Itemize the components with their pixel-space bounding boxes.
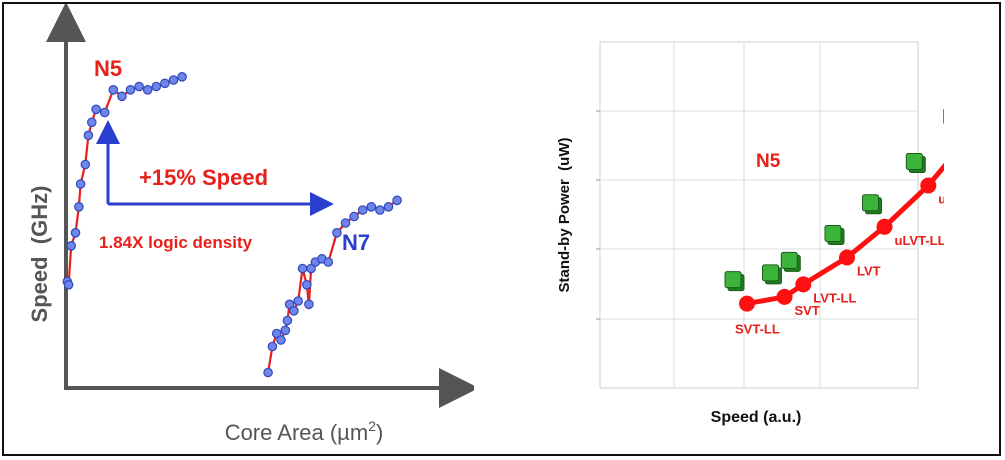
n7-data-point [357, 205, 368, 215]
n5-data-point [168, 75, 179, 85]
n5-data-point [66, 241, 76, 251]
x-axis-label: Speed (a.u.) [711, 409, 802, 426]
n5-data-point [108, 85, 119, 95]
vt-data-point [739, 295, 755, 312]
n5-data-point [117, 91, 127, 102]
n5-data-point [74, 202, 84, 212]
vt-data-point [795, 276, 812, 293]
n5-data-point [75, 179, 86, 189]
x-axis-label: Core Area (µm2) [225, 418, 384, 445]
n7-data-point [366, 202, 377, 212]
series-label-n5: N5 [94, 56, 122, 81]
grid-lines [596, 42, 918, 388]
n5-data-point [142, 85, 153, 95]
n7-data-point [323, 257, 334, 267]
n7-data-point [349, 211, 359, 222]
speed-vs-area-marks [62, 72, 402, 378]
n5-data-point [177, 72, 187, 82]
n7-data-point [280, 325, 291, 336]
n7-data-point [375, 205, 385, 215]
vt-data-point [876, 218, 893, 235]
vt-data-point [776, 288, 793, 305]
n5-data-point [80, 159, 91, 170]
series-annotation-n5: N5 [756, 151, 781, 172]
n7-data-point [276, 335, 286, 345]
power-vs-speed-chart: Stand-by Power (uW) Speed (a.u.) N5 SVT-… [556, 41, 945, 426]
y-axis-label: Stand-by Power (uW) [556, 138, 573, 293]
plot-area [599, 41, 919, 389]
x-axis-label-close: ) [376, 420, 383, 445]
measured-cell-marker [862, 194, 879, 212]
measured-cell-marker [780, 251, 798, 269]
n7-data-point [340, 218, 351, 228]
measured-cell-marker [824, 225, 842, 242]
n7-data-point [284, 299, 295, 310]
n7-data-point [301, 279, 312, 290]
y-axis-label: Speed (GHz) [27, 186, 52, 323]
n7-data-point [293, 296, 303, 306]
n5-data-point [91, 104, 101, 115]
n5-data-point [151, 81, 162, 92]
n7-dotted-fit [267, 199, 398, 373]
n5-data-point [83, 130, 94, 141]
n5-data-point [160, 78, 170, 89]
n7-data-point [263, 367, 273, 378]
n5-data-point [63, 279, 74, 290]
n5-data-point [125, 85, 136, 95]
series-label-n7: N7 [342, 230, 370, 255]
n7-data-point [271, 328, 282, 339]
measured-cell-marker [905, 153, 923, 170]
n7-data-point [267, 341, 278, 352]
vt-label: uLVT [938, 192, 944, 207]
n7-data-point [392, 195, 402, 206]
n7-data-point [289, 305, 299, 316]
n7-data-point [306, 263, 316, 274]
n5-data-point [99, 107, 110, 118]
measured-cell-marker [724, 271, 742, 289]
speed-vs-area-chart: Speed (GHz) Core Area (µm2) +15% Speed 1… [27, 4, 474, 445]
n7-data-point [297, 263, 308, 274]
density-gain-label: 1.84X logic density [99, 233, 253, 252]
vt-label: LVT-LL [813, 290, 856, 305]
x-axis-label-sup: 2 [368, 418, 376, 434]
n7-trend-line [267, 199, 398, 373]
vt-label: SVT-LL [735, 322, 780, 337]
speed-gain-label: +15% Speed [139, 165, 268, 190]
x-axis-label-main: Core Area (µm [225, 420, 369, 445]
n5-data-point [70, 228, 81, 238]
measured-cell-marker [762, 264, 779, 282]
n5-data-point [87, 117, 97, 128]
n5-data-point [134, 81, 144, 92]
n7-data-point [332, 228, 342, 238]
vt-label: SVT [795, 303, 820, 318]
n7-data-point [383, 202, 394, 212]
vt-label: uLVT-LL [895, 233, 945, 248]
n7-data-point [304, 299, 314, 310]
vt-data-point [839, 249, 855, 266]
vt-label: LVT [857, 264, 881, 279]
vt-data-point [920, 177, 937, 194]
n7-data-point [282, 315, 293, 326]
